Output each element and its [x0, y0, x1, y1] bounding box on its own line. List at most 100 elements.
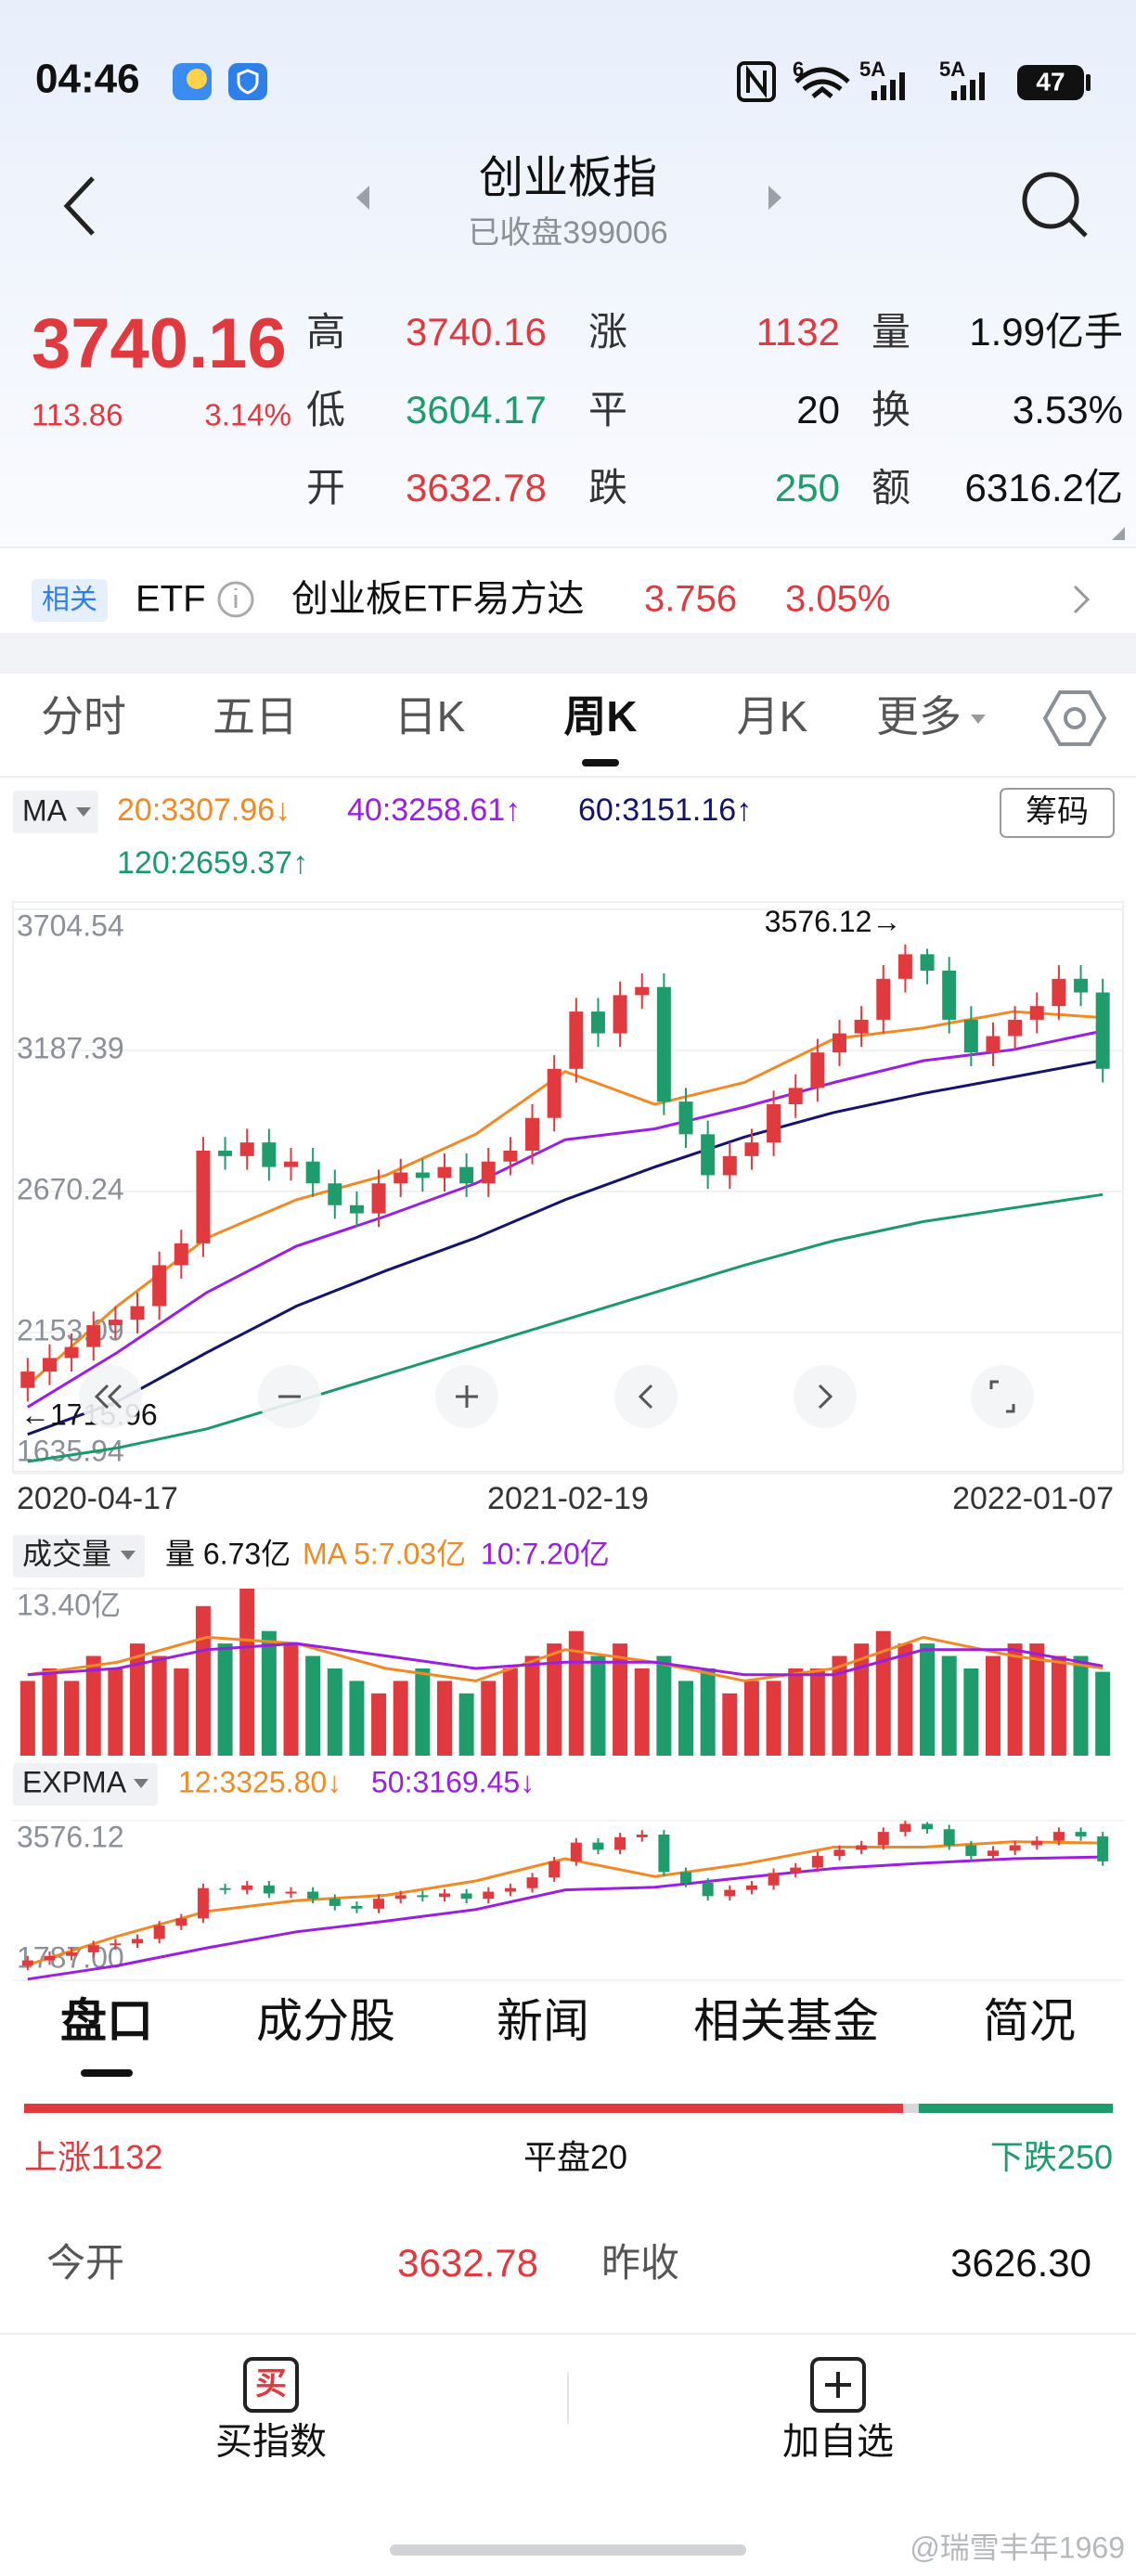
candle-body [66, 1951, 78, 1956]
tab[interactable]: 月K [737, 692, 808, 741]
tab[interactable]: 更多 [876, 692, 962, 741]
breadth-label: 平盘 [523, 2138, 590, 2176]
chart-control[interactable] [258, 1365, 321, 1428]
volume-bar [634, 1668, 650, 1756]
candle-body [481, 1161, 496, 1184]
wifi [794, 67, 850, 98]
candle-body [1029, 1006, 1044, 1020]
chip-button[interactable] [1000, 788, 1115, 838]
dropdown-arrow [134, 1779, 148, 1788]
candle-body [899, 1823, 911, 1833]
candle-body [328, 1183, 342, 1205]
candle-body [1074, 978, 1089, 993]
chart-control[interactable] [79, 1365, 142, 1428]
chart-control[interactable] [435, 1365, 498, 1428]
buy-button[interactable]: 买 买指数 [215, 2357, 327, 2463]
expma-legend-item: 12:3325.80↓ [178, 1765, 342, 1798]
related-tag-bg [32, 579, 108, 622]
home-indicator [390, 2544, 746, 2556]
expma-selector[interactable] [13, 1763, 158, 1806]
nfc-icon [737, 61, 776, 102]
settings-button[interactable] [1042, 690, 1107, 746]
control-icon [94, 1384, 123, 1410]
volume-bar [678, 1681, 694, 1756]
volume-bar [64, 1681, 80, 1756]
candle-body [132, 1938, 144, 1944]
candle-body [460, 1893, 472, 1900]
volume-bar [524, 1655, 540, 1756]
candle-body [86, 1325, 101, 1347]
info-icon[interactable] [217, 581, 254, 618]
breadth-up: 上涨1132 [24, 2138, 162, 2176]
x-tick-label: 2022-01-07 [952, 1481, 1114, 1516]
candle-body [547, 1068, 562, 1118]
candle-body [702, 1882, 714, 1897]
bottom-tab[interactable]: 盘口 [60, 1995, 153, 2047]
stat-label: 换 [871, 388, 910, 431]
bottom-tab[interactable]: 成分股 [256, 1995, 395, 2047]
volume-selector[interactable] [13, 1535, 145, 1578]
candle-body [877, 1832, 889, 1846]
search-button[interactable] [1022, 172, 1088, 238]
title: 创业板指 [479, 154, 657, 203]
chart-frame [12, 901, 1124, 1473]
ma-legend-item: 20:3307.96↓ [117, 792, 290, 828]
related-more[interactable] [1073, 585, 1091, 614]
volume-bar [722, 1693, 738, 1756]
related-name[interactable]: 创业板ETF易方达 [291, 579, 585, 620]
expma-line [27, 1840, 1104, 1966]
control-icon [456, 1385, 478, 1408]
volume-ma-line [27, 1635, 1104, 1682]
ma-selector[interactable] [13, 791, 98, 833]
volume-bar [832, 1655, 847, 1756]
stat-label: 跌 [588, 466, 627, 509]
candle-body [701, 1134, 716, 1176]
related-tag: 相关 [42, 585, 97, 615]
volume-bar [1051, 1655, 1066, 1756]
tab[interactable]: 分时 [41, 692, 126, 741]
prev-index[interactable] [356, 186, 369, 210]
y-tick-label: 3187.39 [17, 1031, 124, 1064]
watchlist-button[interactable]: 加自选 [782, 2357, 894, 2463]
candle-body [745, 1885, 757, 1890]
volume-bar [613, 1643, 628, 1756]
expand-corner[interactable] [1112, 527, 1125, 540]
volume-bar [371, 1693, 387, 1756]
tab[interactable]: 日K [394, 692, 466, 741]
ma-legend-item: 60:3151.16↑ [578, 792, 752, 828]
buy-icon [243, 2357, 299, 2413]
add-label: 加自选 [782, 2422, 894, 2463]
back-button[interactable] [63, 176, 95, 236]
chip-label: 筹码 [1026, 794, 1089, 830]
candle-body [592, 1842, 604, 1850]
volume-bar [42, 1668, 58, 1756]
chart-control[interactable] [971, 1365, 1034, 1428]
next-index[interactable] [768, 186, 781, 210]
candle-body [307, 1891, 319, 1900]
volume-bar [327, 1668, 342, 1756]
related-type: ETF [136, 579, 206, 620]
bottom-tab[interactable]: 简况 [983, 1995, 1076, 2047]
change: 113.86 [32, 398, 123, 432]
tab[interactable]: 五日 [213, 692, 298, 741]
dropdown-arrow [76, 807, 91, 817]
candle-body [110, 1943, 122, 1946]
volume-bar [1029, 1643, 1045, 1756]
chart-control[interactable] [794, 1365, 857, 1428]
volume-legend-item: MA 5:7.03亿 [303, 1537, 466, 1570]
down-bar [918, 2104, 1113, 2113]
tab[interactable]: 周K [563, 692, 637, 741]
volume-bar [1095, 1671, 1111, 1756]
bottom-tab[interactable]: 新闻 [497, 1995, 589, 2047]
volume-bar [239, 1589, 255, 1756]
candle-body [680, 1872, 692, 1883]
stat-label: 低 [306, 388, 345, 431]
candle-body [549, 1861, 561, 1878]
stat-value: 1.99亿手 [969, 310, 1123, 354]
chart-control[interactable] [614, 1365, 678, 1428]
candle-body [284, 1161, 298, 1167]
volume-bar [130, 1643, 146, 1756]
bottom-tab[interactable]: 相关基金 [693, 1995, 879, 2047]
control-icon [989, 1380, 1015, 1413]
x-tick-label: 2020-04-17 [17, 1481, 178, 1516]
